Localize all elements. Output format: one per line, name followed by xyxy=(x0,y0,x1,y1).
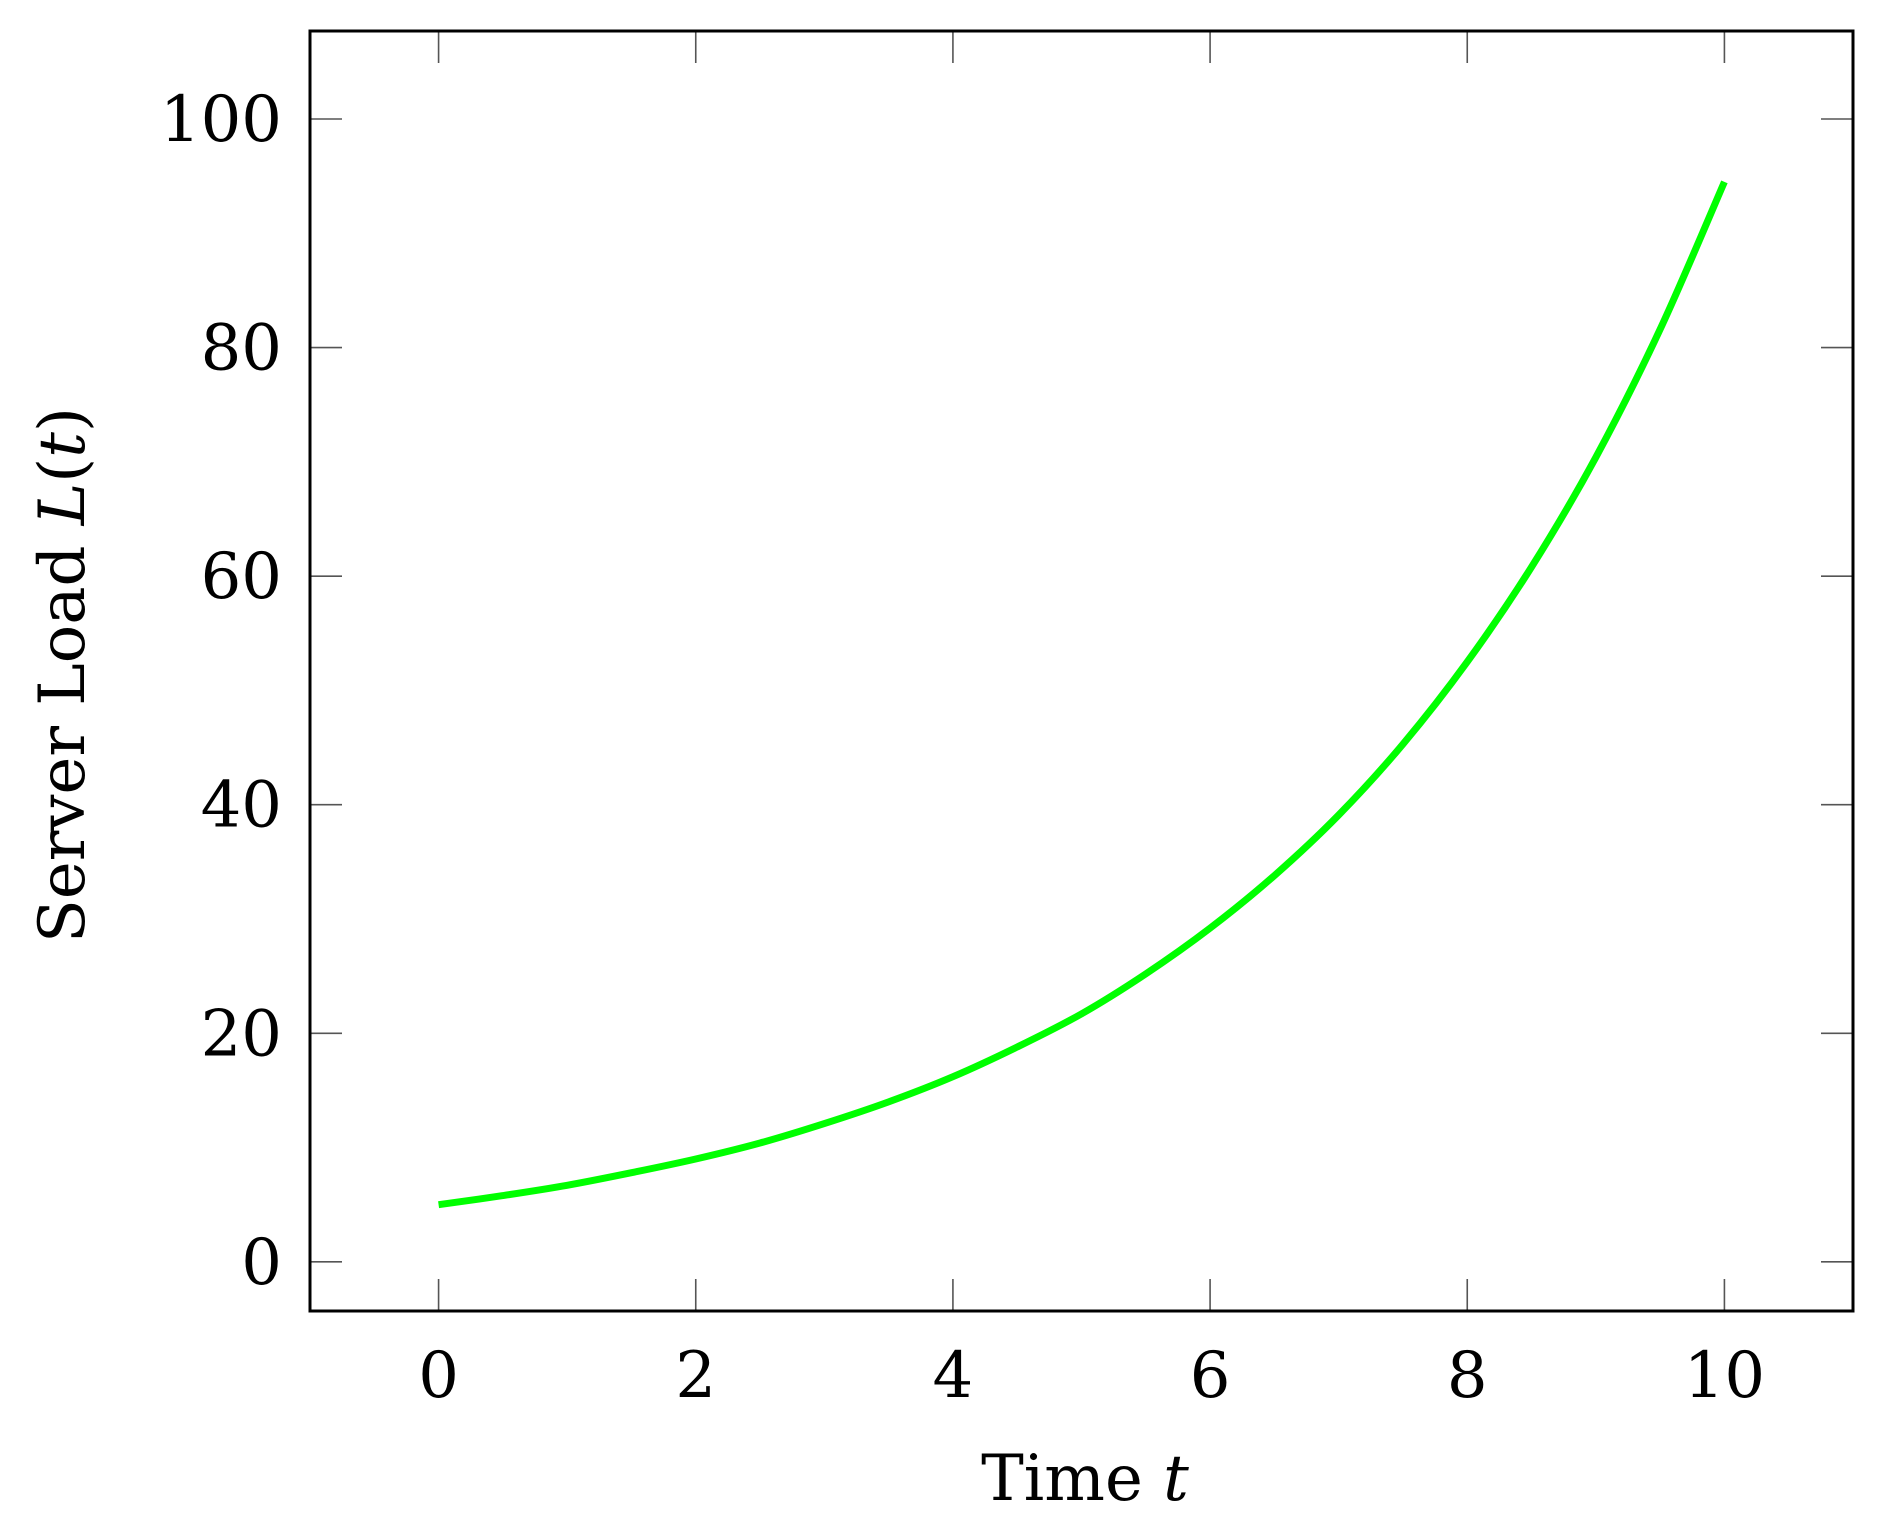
y-tick-label: 60 xyxy=(201,540,282,614)
y-axis-label-open-paren: ( xyxy=(26,458,100,483)
y-axis-label-fn: L xyxy=(26,483,100,527)
y-axis-label-arg: t xyxy=(26,432,100,458)
x-tick-label: 2 xyxy=(675,1339,716,1413)
x-tick-label: 6 xyxy=(1190,1339,1231,1413)
y-tick-label: 40 xyxy=(201,769,282,843)
tick-marks xyxy=(310,31,1853,1311)
x-tick-labels: 0 2 4 6 8 10 xyxy=(418,1339,1765,1413)
y-tick-label: 0 xyxy=(241,1226,282,1300)
y-tick-label: 100 xyxy=(160,83,282,157)
x-tick-label: 10 xyxy=(1684,1339,1765,1413)
y-tick-label: 20 xyxy=(201,997,282,1071)
plot-area-frame xyxy=(308,29,1855,1313)
y-axis-label: Server Load L(t) xyxy=(26,407,100,943)
x-tick-label: 8 xyxy=(1447,1339,1488,1413)
x-tick-label: 4 xyxy=(933,1339,974,1413)
y-axis-label-close-paren: ) xyxy=(26,407,100,432)
x-axis-label-text: Time xyxy=(981,1442,1163,1516)
x-axis-label-var: t xyxy=(1163,1442,1189,1516)
x-tick-label: 0 xyxy=(418,1339,459,1413)
series-layer xyxy=(438,180,1728,1209)
x-axis-label: Time t xyxy=(981,1442,1189,1516)
y-tick-labels: 0 20 40 60 80 100 xyxy=(160,83,282,1300)
y-tick-label: 80 xyxy=(201,312,282,386)
y-axis-label-text: Server Load xyxy=(26,525,100,943)
series-line xyxy=(438,180,1728,1209)
